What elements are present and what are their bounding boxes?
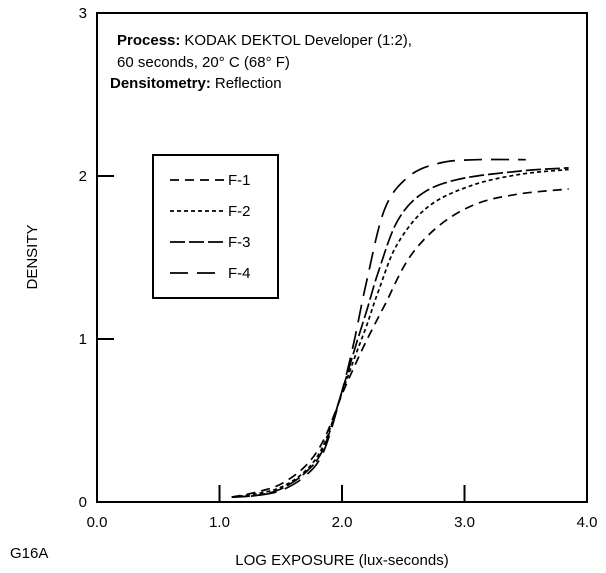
series-lines [231,158,569,498]
x-tick-label-4-0: 4.0 [577,514,598,531]
x-tick-label-3-0: 3.0 [454,514,475,531]
process-label: Process: [117,32,180,49]
y-tick-label-3: 3 [79,5,87,22]
densitometry-annotation: Densitometry: Reflection [110,75,282,92]
densitometry-label: Densitometry: [110,75,211,92]
legend-label-f-3: F-3 [228,234,251,251]
process-conditions-text: 60 seconds, 20° C (68° F) [117,54,290,71]
y-axis-label: DENSITY [24,224,41,289]
legend-label-f-4: F-4 [228,265,251,282]
y-tick-label-1: 1 [79,331,87,348]
axis-tick-labels: 0.0 1.0 2.0 3.0 4.0 0 1 2 3 [79,5,598,531]
legend-entries: F-1 F-2 F-3 F-4 [170,172,251,282]
x-tick-label-2-0: 2.0 [332,514,353,531]
x-axis-label: LOG EXPOSURE (lux-seconds) [235,552,448,569]
axis-ticks [97,175,466,502]
series-line-f-3 [231,167,569,498]
series-line-f-1 [231,188,569,498]
densitometry-value: Reflection [215,75,282,92]
y-tick-label-0: 0 [79,494,87,511]
x-tick-label-0-0: 0.0 [87,514,108,531]
process-developer-text: KODAK DEKTOL Developer (1:2), [184,32,412,49]
process-annotation-line-1: Process: KODAK DEKTOL Developer (1:2), [117,32,412,49]
legend-label-f-1: F-1 [228,172,251,189]
process-annotation: Process: KODAK DEKTOL Developer (1:2), 60… [110,32,412,92]
y-tick-label-2: 2 [79,168,87,185]
series-line-f-2 [231,168,569,498]
series-line-f-4 [231,158,526,498]
legend-box [152,154,279,299]
figure-code: G16A [10,545,48,562]
legend: F-1 F-2 F-3 F-4 [152,154,279,299]
x-tick-label-1-0: 1.0 [209,514,230,531]
legend-label-f-2: F-2 [228,203,251,220]
